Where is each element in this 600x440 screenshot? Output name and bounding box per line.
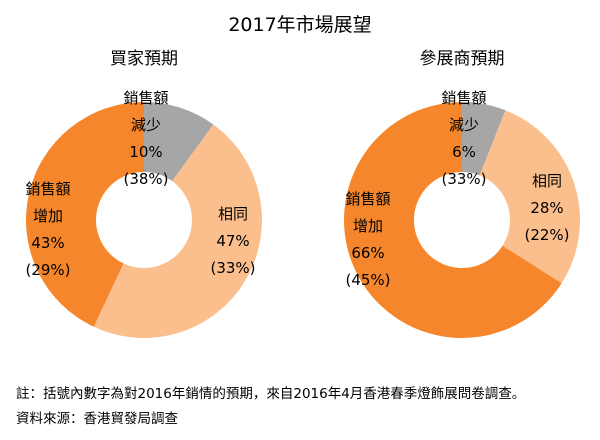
label-line: 6% bbox=[452, 143, 476, 161]
label-line: 相同 bbox=[531, 172, 563, 190]
label-line: 銷售額 bbox=[25, 180, 71, 198]
label-line: 相同 bbox=[217, 205, 249, 223]
label-line: 增加 bbox=[352, 217, 384, 235]
label-line: 銷售額 bbox=[123, 89, 169, 107]
label-line: 28% bbox=[530, 199, 564, 217]
donut-slice-increase bbox=[26, 102, 144, 327]
left-label-increase: 銷售額 增加 43% (29%) bbox=[25, 176, 70, 284]
chart-main-title: 2017年市場展望 bbox=[228, 14, 372, 36]
label-line: (38%) bbox=[123, 170, 169, 188]
label-line: (45%) bbox=[345, 271, 391, 289]
donut-slice-decrease bbox=[462, 102, 506, 176]
right-chart-title: 參展商預期 bbox=[419, 49, 505, 69]
label-line: (33%) bbox=[441, 170, 487, 188]
left-chart-title: 買家預期 bbox=[110, 49, 178, 69]
label-line: 43% bbox=[31, 234, 65, 252]
left-label-decrease: 銷售額 減少 10% (38%) bbox=[123, 85, 168, 193]
label-line: (22%) bbox=[524, 226, 570, 244]
right-donut-chart bbox=[344, 102, 580, 338]
right-label-decrease: 銷售額 減少 6% (33%) bbox=[441, 85, 486, 193]
donut-slice-increase bbox=[344, 102, 562, 338]
donut-slice-same bbox=[93, 124, 262, 338]
footnote: 註：括號內數字為對2016年銷情的預期，來自2016年4月香港春季燈飾展問卷調查… bbox=[16, 386, 526, 402]
label-line: 銷售額 bbox=[441, 89, 487, 107]
data-source: 資料來源：香港貿發局調查 bbox=[16, 411, 178, 427]
label-line: 10% bbox=[129, 143, 163, 161]
donut-slice-same bbox=[479, 110, 580, 284]
donut-slice-decrease bbox=[144, 102, 214, 182]
label-line: 銷售額 bbox=[345, 190, 391, 208]
label-line: 66% bbox=[351, 244, 385, 262]
right-label-increase: 銷售額 增加 66% (45%) bbox=[345, 186, 390, 294]
left-label-same: 相同 47% (33%) bbox=[210, 201, 255, 282]
label-line: (33%) bbox=[210, 259, 256, 277]
label-line: 減少 bbox=[130, 116, 162, 134]
label-line: 增加 bbox=[32, 207, 64, 225]
label-line: (29%) bbox=[25, 261, 71, 279]
label-line: 47% bbox=[216, 232, 250, 250]
left-donut-chart bbox=[26, 102, 262, 338]
right-label-same: 相同 28% (22%) bbox=[524, 168, 569, 249]
label-line: 減少 bbox=[448, 116, 480, 134]
